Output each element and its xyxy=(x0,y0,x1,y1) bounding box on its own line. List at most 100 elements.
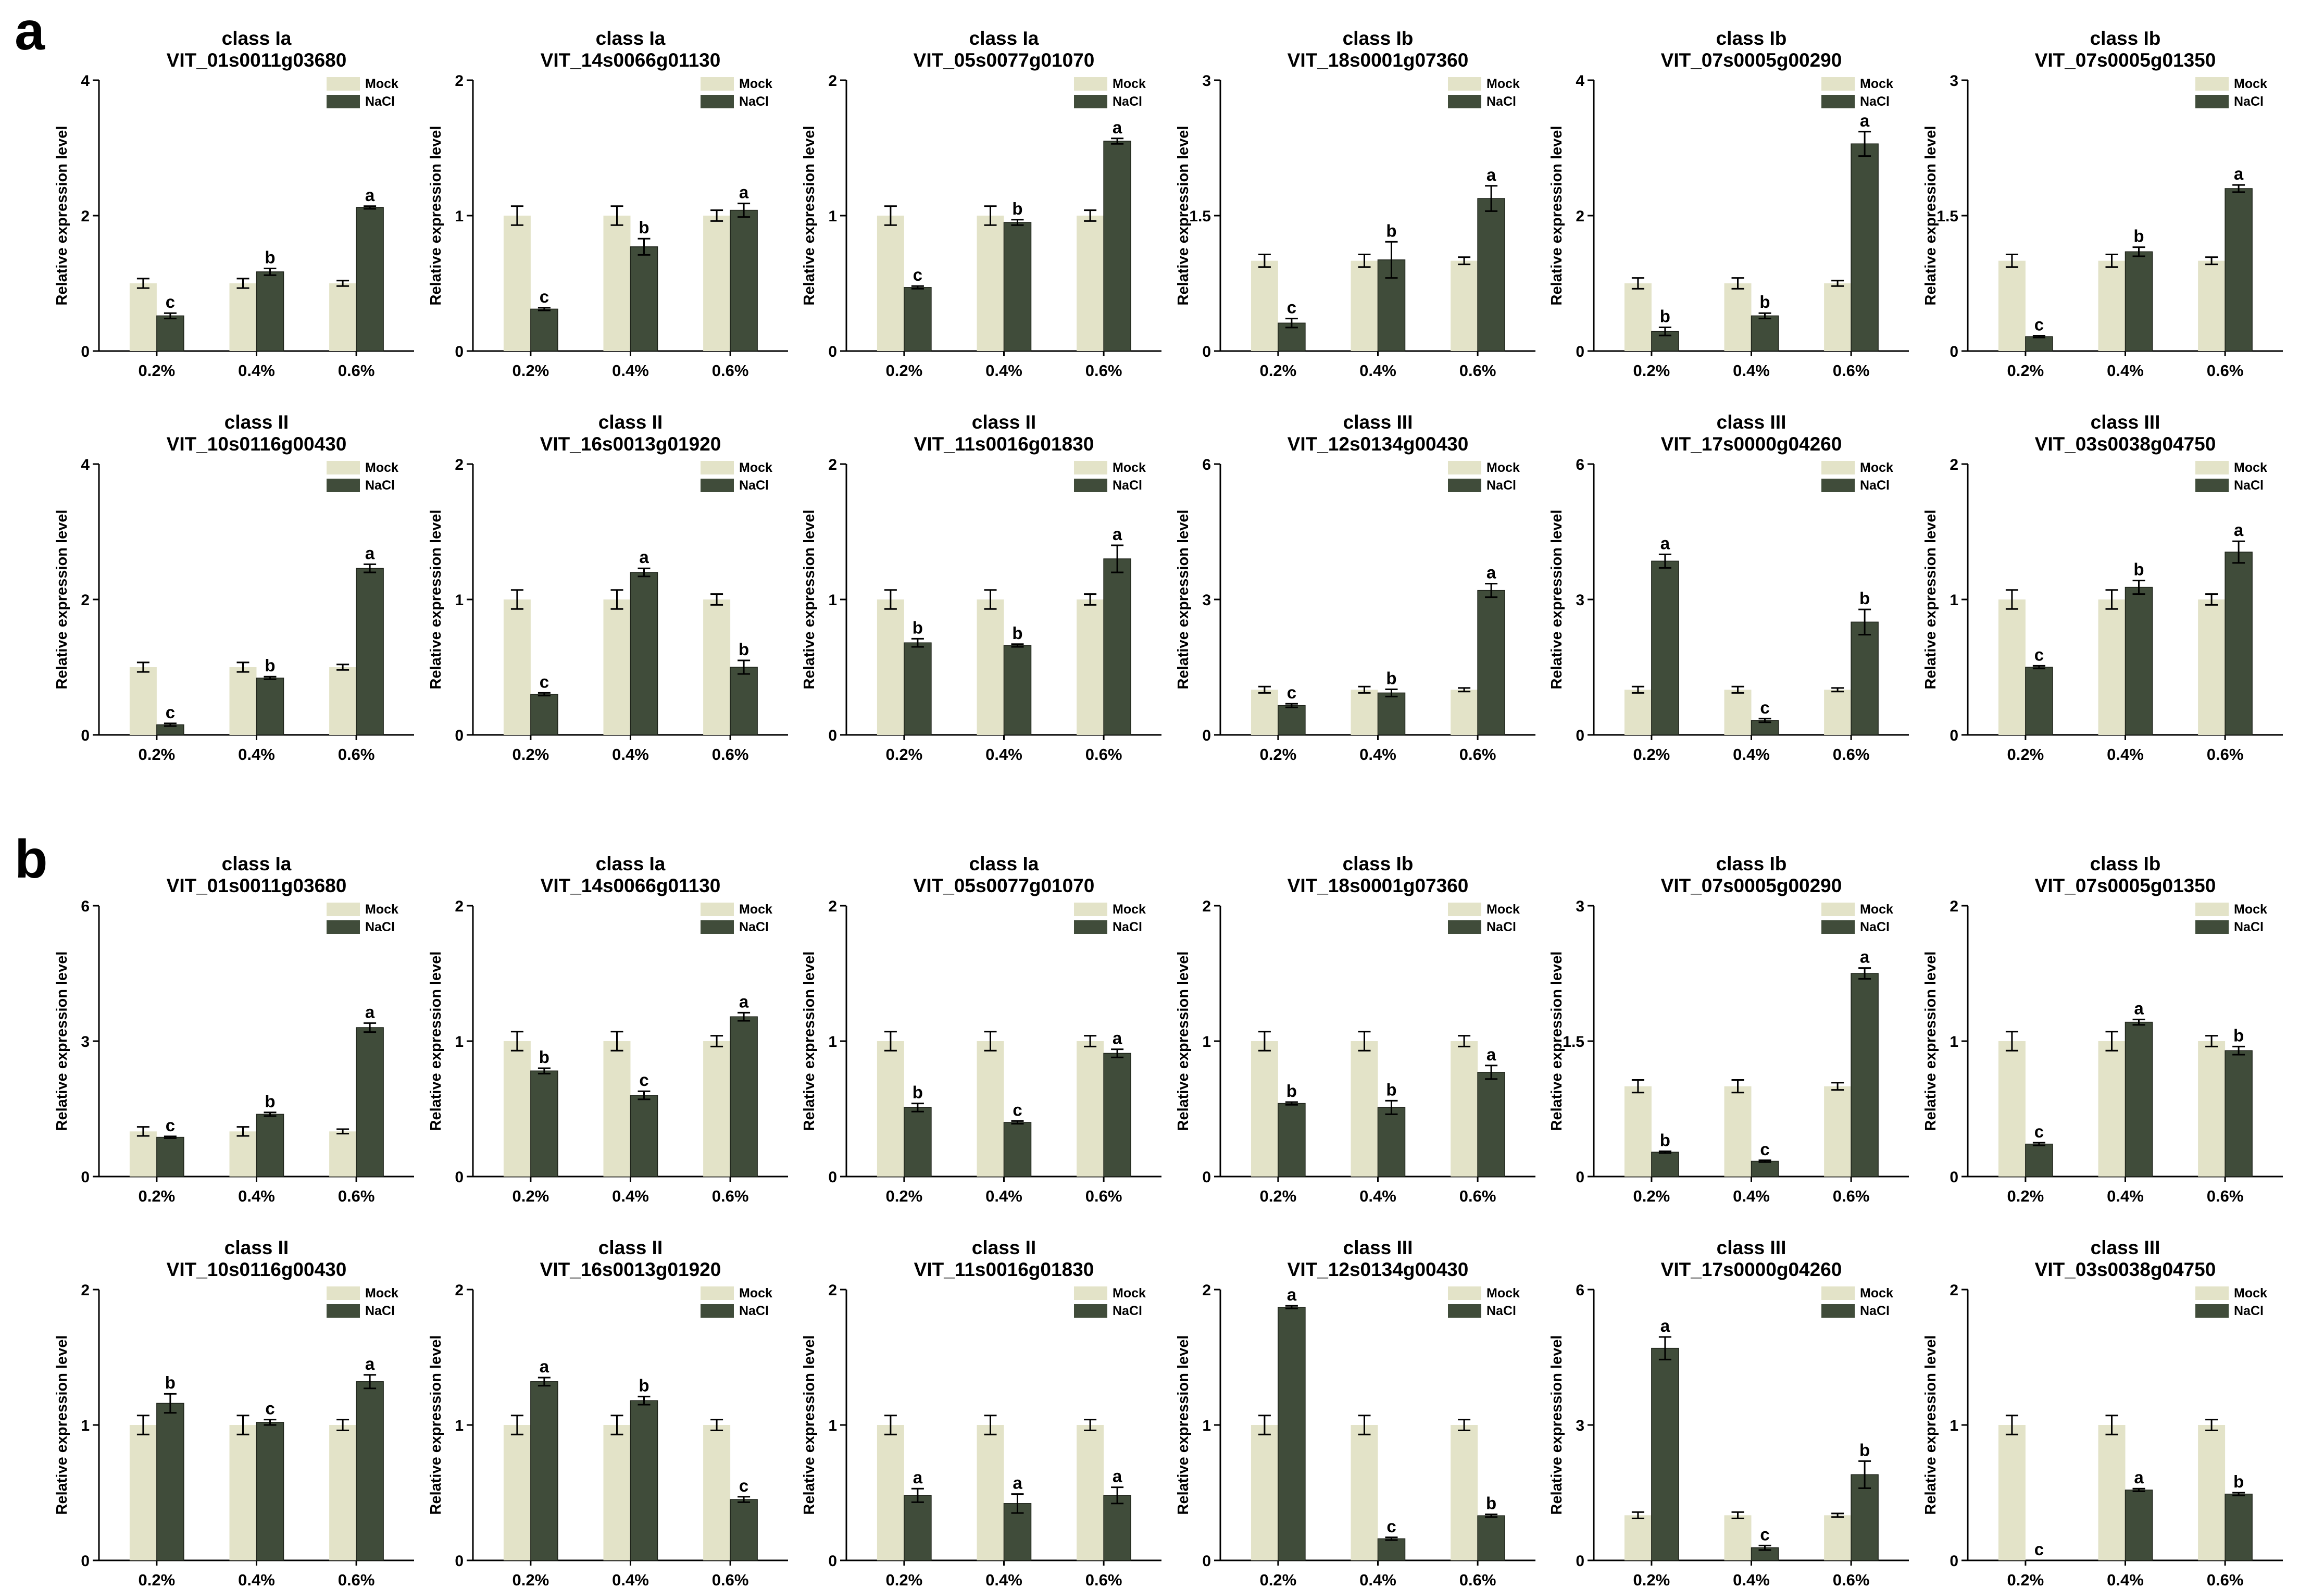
chart-0-5-nacl-bar-0 xyxy=(2025,336,2053,352)
chart-3-5-mock-bar-2 xyxy=(2198,1425,2226,1560)
chart-0-0-mock-bar-0 xyxy=(129,283,157,351)
chart-1-2-mock-bar-2 xyxy=(1077,599,1104,735)
chart-0-3-sig-letter-0: c xyxy=(1287,298,1296,317)
chart-2-1-sig-letter-2: a xyxy=(739,992,749,1011)
chart-1-4-ytick-label-2: 6 xyxy=(1576,456,1584,473)
chart-1-5-class-title: class III xyxy=(2091,411,2160,433)
chart-3-2-mock-bar-1 xyxy=(977,1425,1004,1560)
chart-1-1-legend-nacl-label: NaCl xyxy=(739,478,769,493)
chart-0-4-legend-mock-swatch xyxy=(1821,77,1855,91)
chart-2-1-legend-mock-swatch xyxy=(701,903,734,916)
chart-3-5-gene-title: VIT_03s0038g04750 xyxy=(2035,1259,2216,1280)
chart-1-5-sig-letter-0: c xyxy=(2034,645,2044,664)
chart-2-4-mock-bar-1 xyxy=(1724,1086,1752,1177)
chart-0-1-sig-letter-2: a xyxy=(739,183,749,202)
chart-3-5-nacl-bar-1 xyxy=(2125,1490,2153,1561)
chart-2-3-mock-bar-2 xyxy=(1451,1041,1478,1177)
chart-2-5-sig-letter-2: b xyxy=(2233,1026,2244,1045)
chart-2-5-ytick-label-0: 0 xyxy=(1950,1169,1958,1186)
chart-1-5-mock-bar-2 xyxy=(2198,599,2226,735)
chart-1-4-ytick-label-1: 3 xyxy=(1576,592,1584,609)
chart-0-0-ytick-label-2: 4 xyxy=(81,72,90,90)
chart-1-5-sig-letter-2: a xyxy=(2234,520,2244,540)
chart-2-0-sig-letter-1: b xyxy=(265,1092,275,1111)
chart-3-5-mock-bar-1 xyxy=(2098,1425,2126,1560)
chart-0-4-sig-letter-2: a xyxy=(1860,111,1870,130)
chart-1-2-ylabel: Relative expression level xyxy=(801,510,818,690)
chart-2-3-sig-letter-2: a xyxy=(1486,1045,1496,1064)
chart-3-2-nacl-bar-2 xyxy=(1103,1495,1131,1561)
chart-0-2-legend-nacl-swatch xyxy=(1074,95,1107,108)
chart-2-4-legend-mock-swatch xyxy=(1821,903,1855,916)
chart-1-3-xtick-label-2: 0.6% xyxy=(1459,745,1496,764)
chart-1-4-ytick-label-0: 0 xyxy=(1576,727,1584,744)
chart-3-1-mock-bar-1 xyxy=(603,1425,631,1560)
chart-1-3-legend-mock-swatch xyxy=(1448,461,1481,474)
chart-3-1-legend-mock-swatch xyxy=(701,1286,734,1300)
chart-0-5-ylabel: Relative expression level xyxy=(1922,126,1939,306)
chart-2-5-ylabel: Relative expression level xyxy=(1922,952,1939,1131)
chart-0-1-mock-bar-1 xyxy=(603,216,631,351)
chart-3-2-ytick-label-2: 2 xyxy=(828,1282,837,1299)
chart-0-3-legend-mock-swatch xyxy=(1448,77,1481,91)
chart-0-1-legend-mock-label: Mock xyxy=(739,77,772,91)
chart-2-2-legend-nacl-swatch xyxy=(1074,920,1107,934)
chart-2-4-legend-mock-label: Mock xyxy=(1860,902,1893,917)
chart-0-0-sig-letter-0: c xyxy=(166,292,175,311)
chart-1-3-class-title: class III xyxy=(1343,411,1413,433)
chart-3-2-ytick-label-0: 0 xyxy=(828,1553,837,1570)
chart-1-2-xtick-label-2: 0.6% xyxy=(1085,745,1122,764)
chart-1-2-nacl-bar-1 xyxy=(1003,645,1032,735)
chart-0-4-legend-nacl-label: NaCl xyxy=(1860,94,1890,109)
chart-2-2-legend-mock-swatch xyxy=(1074,903,1107,916)
chart-2-0-nacl-bar-1 xyxy=(256,1114,284,1177)
chart-3-4-mock-bar-0 xyxy=(1624,1515,1652,1560)
chart-2-2-nacl-bar-1 xyxy=(1003,1122,1032,1177)
chart-2-4-legend-nacl-label: NaCl xyxy=(1860,920,1890,934)
chart-2-2-nacl-bar-2 xyxy=(1103,1053,1131,1177)
chart-3-0-class-title: class II xyxy=(224,1237,289,1258)
chart-0-4-mock-bar-1 xyxy=(1724,283,1752,351)
chart-1-2-ytick-label-2: 2 xyxy=(828,456,837,473)
chart-2-3-ytick-label-1: 1 xyxy=(1202,1033,1211,1051)
chart-0-0-nacl-bar-0 xyxy=(156,315,184,352)
chart-1-1-class-title: class II xyxy=(598,411,663,433)
chart-3-0-ytick-label-2: 2 xyxy=(81,1282,90,1299)
chart-1-2-legend-nacl-swatch xyxy=(1074,479,1107,492)
chart-1-1-sig-letter-1: a xyxy=(639,547,649,567)
chart-2-3-sig-letter-0: b xyxy=(1286,1081,1297,1101)
chart-2-3-gene-title: VIT_18s0001g07360 xyxy=(1288,875,1469,896)
chart-1-0-ytick-label-0: 0 xyxy=(81,727,90,744)
chart-2-1-mock-bar-0 xyxy=(503,1041,531,1177)
chart-2-4-legend-nacl-swatch xyxy=(1821,920,1855,934)
chart-1-1-nacl-bar-1 xyxy=(630,572,658,735)
chart-0-3-legend-nacl-label: NaCl xyxy=(1486,94,1516,109)
chart-0-3-gene-title: VIT_18s0001g07360 xyxy=(1288,49,1469,71)
chart-0-3-xtick-label-2: 0.6% xyxy=(1459,361,1496,380)
chart-1-2-nacl-bar-2 xyxy=(1103,558,1131,735)
chart-3-1-nacl-bar-1 xyxy=(630,1400,658,1561)
chart-0-4-xtick-label-0: 0.2% xyxy=(1633,361,1670,380)
chart-0-2-class-title: class Ia xyxy=(969,28,1039,49)
chart-3-0-legend-mock-swatch xyxy=(327,1286,360,1300)
chart-3-3-xtick-label-2: 0.6% xyxy=(1459,1571,1496,1588)
chart-0-1-ytick-label-1: 1 xyxy=(455,208,464,225)
chart-3-5-class-title: class III xyxy=(2091,1237,2160,1258)
chart-1-1-sig-letter-0: c xyxy=(540,672,549,691)
chart-1-4-nacl-bar-0 xyxy=(1651,560,1679,735)
chart-3-4-legend-nacl-label: NaCl xyxy=(1860,1304,1890,1318)
panel-label-b: b xyxy=(15,829,48,890)
chart-0-2-sig-letter-2: a xyxy=(1113,118,1122,137)
chart-2-5-class-title: class Ib xyxy=(2090,853,2161,874)
chart-2-5-legend-nacl-label: NaCl xyxy=(2234,920,2264,934)
chart-2-0-xtick-label-2: 0.6% xyxy=(338,1187,375,1205)
chart-1-3-mock-bar-0 xyxy=(1251,690,1278,735)
chart-1-2-class-title: class II xyxy=(972,411,1036,433)
chart-0-1-class-title: class Ia xyxy=(596,28,666,49)
chart-2-0-xtick-label-1: 0.4% xyxy=(238,1187,275,1205)
chart-3-4-xtick-label-2: 0.6% xyxy=(1833,1571,1870,1588)
chart-0-0-ylabel: Relative expression level xyxy=(54,126,70,306)
chart-2-4-ytick-label-2: 3 xyxy=(1576,898,1584,915)
chart-1-0-gene-title: VIT_10s0116g00430 xyxy=(167,433,347,455)
chart-0-0-ytick-label-0: 0 xyxy=(81,343,90,360)
